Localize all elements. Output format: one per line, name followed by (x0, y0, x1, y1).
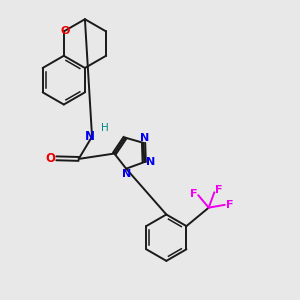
Text: N: N (85, 130, 95, 143)
Text: N: N (122, 169, 131, 179)
Text: O: O (45, 152, 56, 165)
Text: O: O (61, 26, 70, 36)
Text: H: H (100, 123, 108, 133)
Text: N: N (146, 157, 155, 166)
Text: N: N (140, 133, 149, 143)
Text: F: F (226, 200, 234, 210)
Text: F: F (190, 189, 198, 199)
Text: F: F (215, 185, 222, 195)
